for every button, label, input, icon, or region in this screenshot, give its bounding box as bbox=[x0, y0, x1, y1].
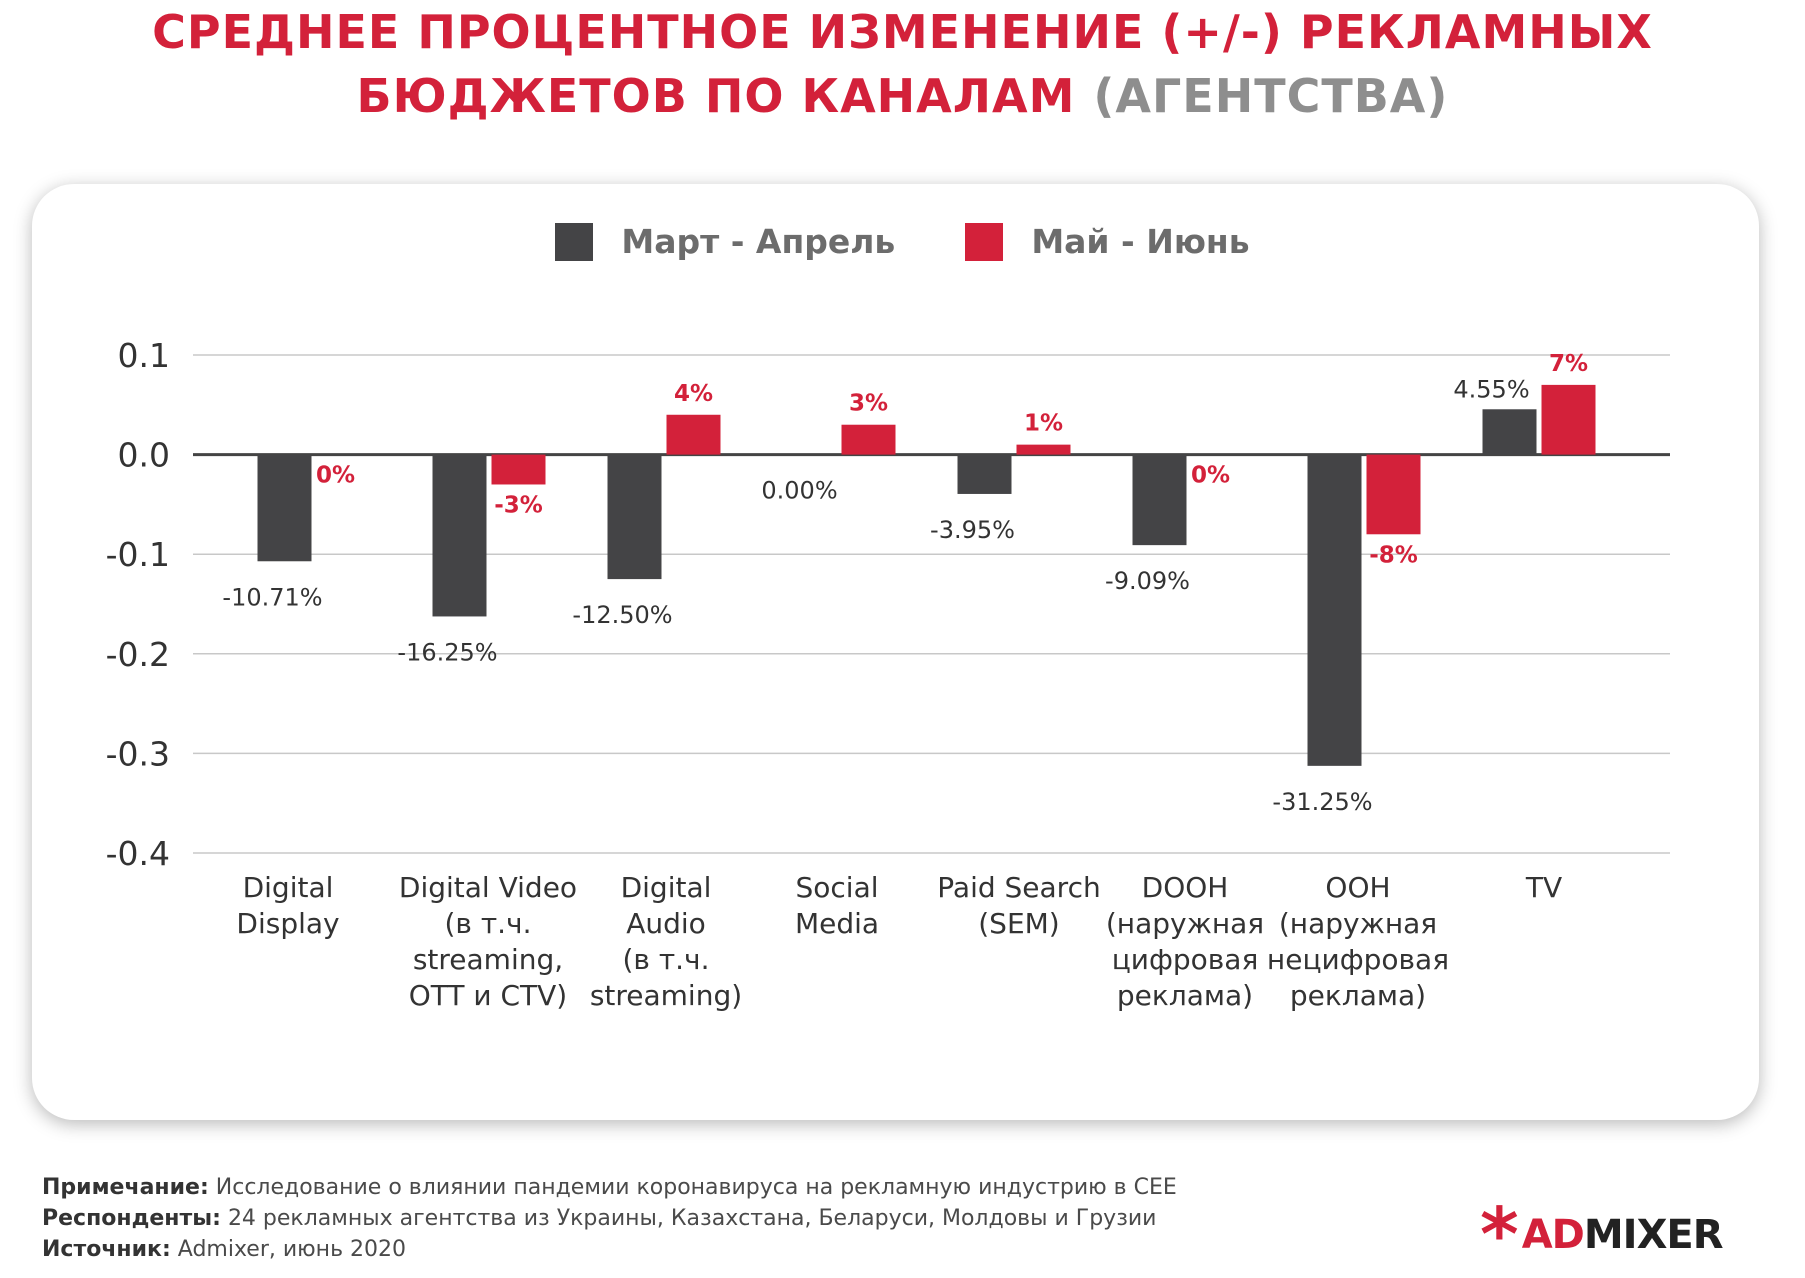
data-label-series-1: -10.71% bbox=[222, 583, 322, 611]
bar-series-2 bbox=[1016, 444, 1071, 455]
legend-item-series-2: Май - Июнь bbox=[965, 222, 1250, 261]
title-line-2: БЮДЖЕТОВ ПО КАНАЛАМ (АГЕНТСТВА) bbox=[0, 64, 1805, 128]
y-tick-label: -0.2 bbox=[106, 635, 170, 674]
note-text: Исследование о влиянии пандемии коронави… bbox=[215, 1175, 1177, 1200]
data-label-series-2: 7% bbox=[1549, 351, 1588, 377]
legend-item-series-1: Март - Апрель bbox=[555, 222, 895, 261]
footnote-source: Источник: Admixer, июнь 2020 bbox=[42, 1234, 1177, 1265]
respondents-text: 24 рекламных агентства из Украины, Казах… bbox=[227, 1206, 1157, 1231]
footnotes: Примечание: Исследование о влиянии панде… bbox=[42, 1172, 1177, 1265]
x-category-label: OOH (наружная нецифровая реклама) bbox=[1267, 871, 1449, 1012]
data-label-series-1: -3.95% bbox=[930, 516, 1015, 544]
data-label-series-1: 0.00% bbox=[761, 477, 837, 505]
data-label-series-2: -3% bbox=[494, 492, 543, 518]
bar-series-1 bbox=[257, 454, 312, 562]
data-label-series-1: -9.09% bbox=[1105, 567, 1190, 595]
respondents-label: Респонденты: bbox=[42, 1206, 221, 1231]
data-label-series-2: -8% bbox=[1369, 542, 1418, 568]
data-label-series-2: 3% bbox=[849, 391, 888, 417]
bar-series-1 bbox=[1307, 454, 1362, 766]
legend: Март - Апрель Май - Июнь bbox=[0, 222, 1805, 261]
data-label-series-2: 1% bbox=[1024, 411, 1063, 437]
title-line-1: СРЕДНЕЕ ПРОЦЕНТНОЕ ИЗМЕНЕНИЕ (+/-) РЕКЛА… bbox=[152, 5, 1653, 59]
source-label: Источник: bbox=[42, 1237, 171, 1262]
bar-series-1 bbox=[957, 454, 1012, 494]
bar-series-1 bbox=[1132, 454, 1187, 546]
note-label: Примечание: bbox=[42, 1175, 209, 1200]
asterisk-icon: * bbox=[1480, 1192, 1519, 1278]
legend-swatch-series-1 bbox=[555, 222, 594, 261]
title-line-2-text: БЮДЖЕТОВ ПО КАНАЛАМ bbox=[356, 69, 1076, 123]
y-tick-label: 0.0 bbox=[118, 436, 170, 475]
x-category-label: DOOH (наружная цифровая реклама) bbox=[1106, 871, 1264, 1012]
data-label-series-1: -12.50% bbox=[572, 601, 672, 629]
y-tick-label: -0.1 bbox=[106, 535, 170, 574]
bar-series-1 bbox=[432, 454, 487, 617]
x-category-label: Paid Search (SEM) bbox=[937, 871, 1100, 940]
bar-series-2 bbox=[841, 424, 896, 455]
legend-label-series-1: Март - Апрель bbox=[621, 222, 896, 261]
chart-title: СРЕДНЕЕ ПРОЦЕНТНОЕ ИЗМЕНЕНИЕ (+/-) РЕКЛА… bbox=[0, 0, 1805, 128]
bar-series-2 bbox=[666, 414, 721, 455]
bar-series-2 bbox=[491, 454, 546, 485]
data-label-series-2: 0% bbox=[1191, 463, 1230, 489]
data-label-series-1: 4.55% bbox=[1453, 375, 1529, 403]
logo-part-ad: AD bbox=[1521, 1212, 1585, 1258]
chart-card bbox=[32, 184, 1759, 1120]
logo-part-mixer: MIXER bbox=[1583, 1212, 1724, 1258]
y-tick-label: -0.3 bbox=[106, 734, 170, 773]
x-category-label: TV bbox=[1525, 871, 1562, 904]
footnote-note: Примечание: Исследование о влиянии панде… bbox=[42, 1172, 1177, 1203]
data-label-series-2: 4% bbox=[674, 381, 713, 407]
title-suffix: (АГЕНТСТВА) bbox=[1093, 69, 1449, 123]
x-category-label: Social Media bbox=[795, 871, 879, 940]
bar-series-1 bbox=[607, 454, 662, 580]
y-tick-label: -0.4 bbox=[106, 834, 170, 873]
footnote-respondents: Респонденты: 24 рекламных агентства из У… bbox=[42, 1203, 1177, 1234]
x-category-label: Digital Video (в т.ч. streaming, OTT и CTV) bbox=[399, 871, 577, 1012]
legend-swatch-series-2 bbox=[965, 222, 1004, 261]
x-category-label: Digital Audio (в т.ч. streaming) bbox=[590, 871, 742, 1012]
y-tick-label: 0.1 bbox=[118, 336, 170, 375]
data-label-series-1: -31.25% bbox=[1272, 788, 1372, 816]
bar-series-2 bbox=[1366, 454, 1421, 535]
bar-series-1 bbox=[1482, 409, 1537, 455]
bar-series-2 bbox=[1541, 384, 1596, 455]
x-category-label: Digital Display bbox=[236, 871, 339, 940]
data-label-series-2: 0% bbox=[316, 463, 355, 489]
data-label-series-1: -16.25% bbox=[397, 638, 497, 666]
admixer-logo: * AD MIXER bbox=[1480, 1192, 1724, 1278]
legend-label-series-2: Май - Июнь bbox=[1031, 222, 1250, 261]
source-text: Admixer, июнь 2020 bbox=[177, 1237, 407, 1262]
